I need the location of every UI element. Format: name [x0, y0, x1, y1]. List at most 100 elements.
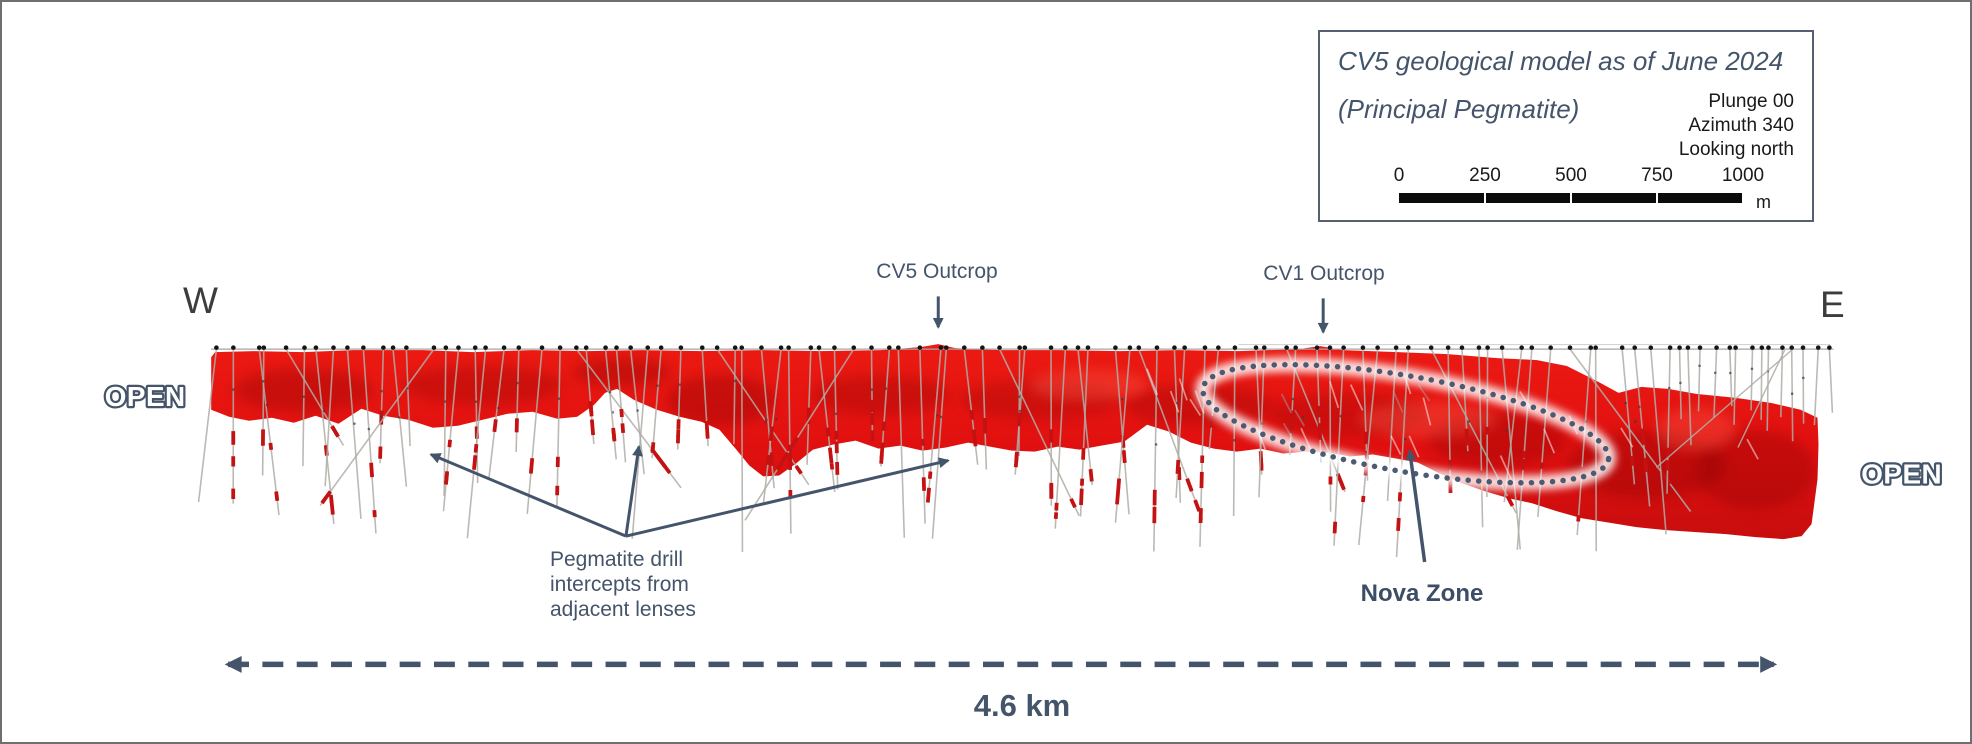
scalebar-divider	[1484, 193, 1486, 203]
drill-collar	[1375, 345, 1380, 350]
in-body-drill-trace	[1280, 393, 1292, 414]
drill-collar	[557, 345, 563, 350]
drill-collar	[1360, 345, 1366, 350]
drill-collar	[381, 345, 386, 350]
scalebar-ticks: 0 250 500 750 1000	[1320, 165, 1812, 187]
survey-dot	[1175, 401, 1179, 405]
legend-title-line1: CV5 geological model as of June 2024	[1338, 46, 1784, 76]
drill-collar	[1022, 345, 1028, 350]
intercept-note-line1: Pegmatite drill	[550, 548, 684, 571]
drill-collar	[431, 345, 437, 350]
drill-collar	[887, 345, 892, 350]
survey-dot	[1634, 420, 1637, 423]
survey-dot	[379, 415, 383, 418]
survey-dot	[1302, 415, 1305, 419]
intercept-note-line2: intercepts from	[550, 573, 689, 596]
in-body-drill-trace	[1169, 390, 1180, 413]
drill-collar	[1766, 345, 1771, 350]
drill-hole	[631, 349, 649, 539]
drill-collar	[1697, 345, 1703, 350]
pegmatite-intercept	[1336, 474, 1346, 491]
drill-collar	[1827, 345, 1832, 350]
drill-hole	[466, 349, 487, 539]
drill-collar	[1476, 345, 1482, 350]
drill-collar	[961, 345, 967, 350]
drill-collar	[1253, 345, 1259, 350]
drill-hole	[379, 349, 385, 464]
drill-hole	[615, 349, 627, 463]
drill-hole	[919, 349, 926, 524]
drill-collar	[1261, 345, 1267, 350]
in-body-drill-trace	[1746, 438, 1759, 460]
survey-dot	[353, 422, 356, 425]
pegmatite-intercept	[765, 454, 771, 466]
drill-hole	[806, 349, 812, 465]
drill-hole	[1594, 349, 1598, 552]
survey-dot	[1121, 397, 1124, 401]
drill-hole	[998, 348, 1080, 517]
scalebar-tick-750: 750	[1641, 165, 1673, 186]
scalebar-tick-250: 250	[1469, 165, 1501, 186]
pegmatite-intercept	[1505, 495, 1515, 507]
pegmatite-intercept	[473, 444, 479, 453]
drill-hole	[762, 349, 782, 504]
azimuth-value: Azimuth 340	[1688, 115, 1794, 136]
drill-collar	[997, 345, 1002, 350]
shade-light	[1357, 401, 1498, 438]
drill-collar	[658, 345, 664, 350]
drill-collar	[1232, 345, 1238, 350]
drill-collar	[980, 345, 985, 350]
drill-hole	[1054, 349, 1067, 529]
drill-hole	[405, 349, 411, 446]
in-body-drill-trace	[1329, 381, 1340, 409]
drill-collar	[331, 345, 336, 350]
pegmatite-intercept	[619, 408, 624, 418]
drill-hole	[261, 349, 265, 476]
pegmatite-intercept	[1629, 455, 1635, 466]
survey-dot	[1154, 443, 1158, 446]
pegmatite-intercept	[1175, 459, 1181, 474]
drill-hole	[324, 349, 335, 487]
drill-collar	[1789, 345, 1795, 350]
in-body-drill-trace	[1189, 398, 1202, 416]
survey-dot	[1404, 437, 1407, 441]
drill-hole	[897, 349, 906, 538]
drill-collar	[583, 345, 589, 350]
looking-direction: Looking north	[1678, 139, 1794, 160]
drill-collar	[1714, 345, 1719, 350]
survey-dot	[1260, 422, 1264, 425]
drill-hole	[1760, 349, 1763, 420]
shade-dark	[810, 374, 951, 415]
pegmatite-intercept	[588, 403, 594, 417]
pegmatite-intercept	[320, 490, 332, 505]
drill-hole	[302, 349, 306, 467]
pegmatite-intercept	[971, 429, 978, 447]
west-label: W	[183, 280, 219, 321]
drill-collar	[1759, 345, 1765, 350]
pegmatite-intercept	[1185, 478, 1194, 492]
drill-hole	[1079, 349, 1089, 517]
drill-collar	[1588, 345, 1594, 350]
pegmatite-intercept	[1017, 412, 1022, 427]
drill-hole	[1802, 349, 1805, 424]
survey-dot	[1291, 397, 1295, 401]
drill-collar	[313, 345, 319, 350]
drill-collar	[732, 345, 738, 350]
survey-dot	[608, 390, 612, 394]
drill-collar	[699, 345, 705, 350]
survey-dot	[656, 384, 659, 387]
scalebar-tick-500: 500	[1555, 165, 1587, 186]
drill-hole	[1486, 349, 1489, 498]
survey-dot	[474, 400, 478, 404]
drill-hole	[1729, 349, 1733, 407]
survey-dot	[443, 400, 447, 403]
survey-dot	[1233, 438, 1236, 442]
drill-collar	[1529, 345, 1535, 350]
drill-collar	[786, 345, 791, 350]
survey-dot	[1018, 409, 1022, 413]
pegmatite-intercept	[794, 464, 803, 475]
drill-hole	[515, 349, 520, 452]
drill-hole	[1733, 349, 1737, 425]
survey-dot	[557, 397, 561, 400]
drill-hole	[1713, 349, 1718, 418]
